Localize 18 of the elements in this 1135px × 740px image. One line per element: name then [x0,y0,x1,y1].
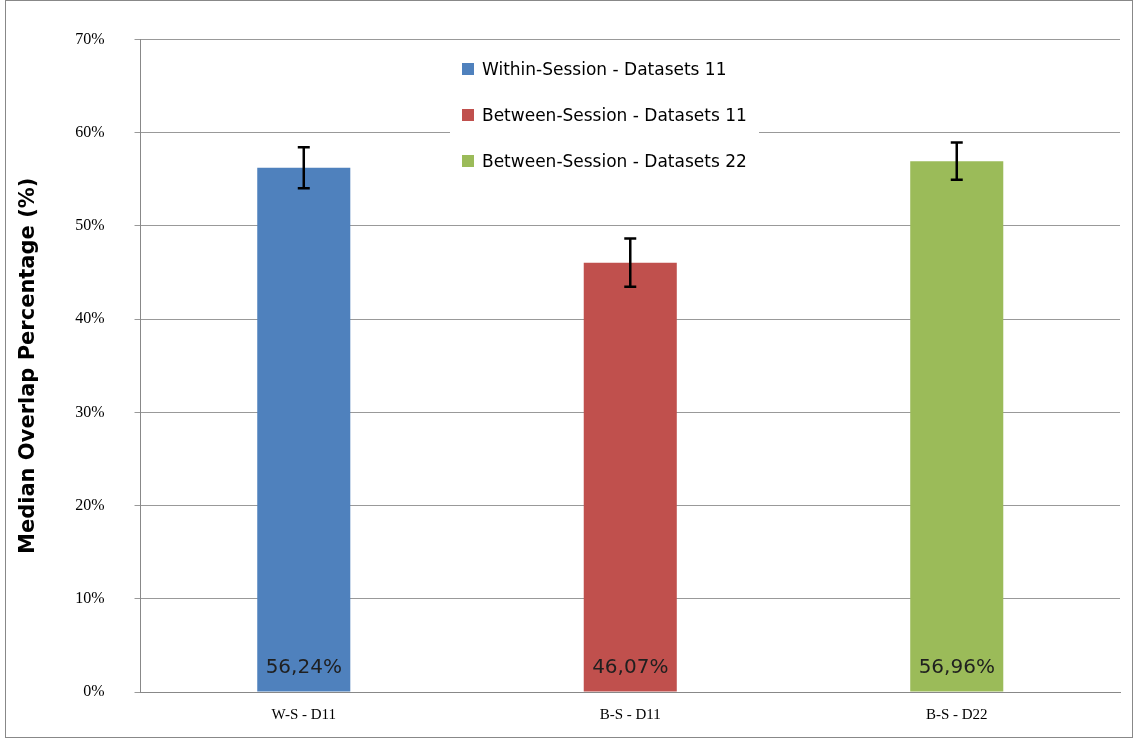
y-tick-label: 0% [83,682,105,700]
x-tick-label: W-S - D11 [271,705,336,722]
legend-label: Within-Session - Datasets 11 [482,59,727,79]
x-tick-label: B-S - D11 [599,705,661,722]
y-tick-label: 30% [75,402,105,420]
y-tick-label: 60% [75,123,105,140]
data-label: 46,07% [592,654,669,679]
y-tick-label: 40% [75,309,105,327]
data-label: 56,24% [265,654,342,679]
data-label: 56,96% [918,654,995,679]
legend-label: Between-Session - Datasets 22 [482,151,747,171]
x-tick-label: B-S - D22 [925,705,988,722]
legend-label: Between-Session - Datasets 11 [482,105,747,125]
y-tick-label: 20% [75,495,105,513]
y-tick-label: 50% [75,216,105,234]
y-tick-label: 10% [75,589,105,606]
y-tick-label: 70% [75,29,105,47]
y-axis-title: Median Overlap Percentage (%) [15,177,40,554]
